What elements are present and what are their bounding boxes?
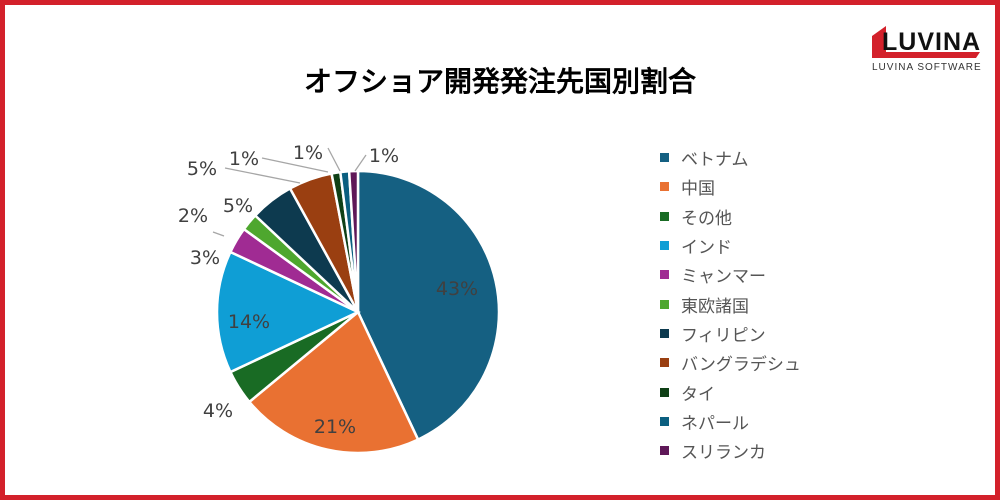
data-label: 1% — [293, 142, 323, 164]
data-label: 14% — [228, 311, 270, 333]
legend-swatch — [660, 153, 669, 163]
logo-subtext: LUVINA SOFTWARE — [872, 62, 982, 73]
chart-title: オフショア開発発注先国別割合 — [303, 65, 696, 98]
data-label: 4% — [203, 400, 233, 422]
data-label: 1% — [369, 145, 399, 167]
pie-slice-4 — [215, 250, 361, 374]
legend-item: ミャンマー — [660, 260, 801, 289]
legend-label: ネパール — [681, 413, 749, 434]
legend-item: 中国 — [660, 172, 801, 201]
legend-item: スリランカ — [660, 436, 801, 465]
legend-swatch — [660, 241, 669, 251]
leader-line — [212, 231, 225, 237]
legend-label: バングラデシュ — [681, 355, 801, 376]
legend-label: スリランカ — [681, 443, 766, 464]
legend-item: ネパール — [660, 407, 801, 436]
legend-item: その他 — [660, 202, 801, 231]
legend-item: フィリピン — [660, 319, 801, 348]
pie-slice-1 — [356, 169, 501, 442]
pie-slice-11 — [347, 169, 360, 313]
legend-label: 東欧諸国 — [681, 296, 749, 317]
legend-label: ベトナム — [681, 150, 749, 171]
leader-line — [354, 154, 367, 172]
pie-slice-2 — [247, 310, 420, 455]
legend-swatch — [660, 328, 669, 338]
legend: ベトナム中国その他インドミャンマー東欧諸国フィリピンバングラデシュ タイネパールス… — [660, 143, 801, 465]
legend-item: 東欧諸国 — [660, 289, 801, 318]
legend-swatch — [660, 299, 669, 309]
data-label: 5% — [187, 158, 217, 180]
legend-label: ミャンマー — [681, 267, 766, 288]
legend-swatch — [660, 270, 669, 280]
luvina-logo: LUVINA LUVINA SOFTWARE — [868, 24, 988, 78]
logo-mark — [872, 26, 980, 58]
legend-swatch — [660, 358, 669, 368]
legend-label: インド — [681, 238, 732, 259]
legend-item: タイ — [660, 377, 801, 406]
leader-line — [327, 147, 341, 172]
data-label: 43% — [436, 278, 478, 300]
legend-label: その他 — [681, 208, 732, 229]
legend-swatch — [660, 182, 669, 192]
legend-swatch — [660, 211, 669, 221]
leader-line — [261, 157, 329, 173]
data-label: 3% — [190, 247, 220, 269]
logo-text: LUVINA — [882, 28, 982, 56]
legend-item: バングラデシュ — [660, 348, 801, 377]
data-label: 2% — [178, 205, 208, 227]
data-label: 21% — [314, 416, 356, 438]
legend-label: フィリピン — [681, 325, 766, 346]
leader-line — [224, 167, 301, 184]
data-label: 5% — [223, 195, 253, 217]
legend-swatch — [660, 387, 669, 397]
legend-label: 中国 — [681, 179, 715, 200]
legend-item: ベトナム — [660, 143, 801, 172]
legend-swatch — [660, 416, 669, 426]
legend-label: タイ — [681, 384, 715, 405]
legend-swatch — [660, 446, 669, 456]
legend-item: インド — [660, 231, 801, 260]
data-label: 1% — [229, 148, 259, 170]
